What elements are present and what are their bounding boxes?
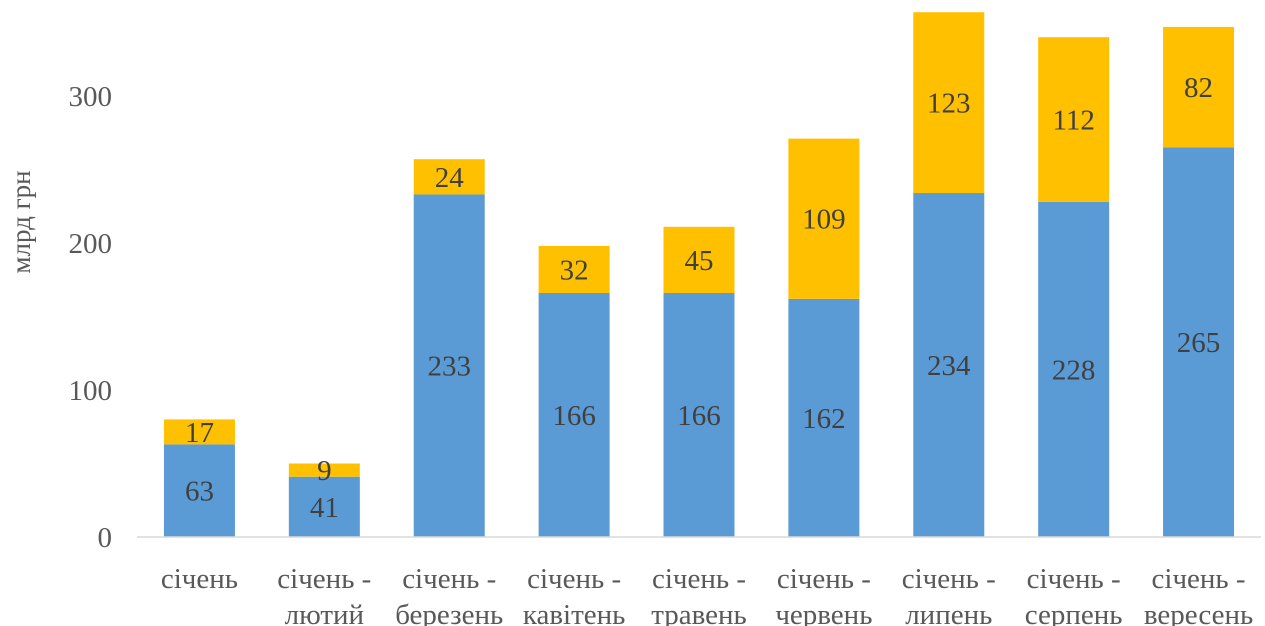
data-label: 24 — [435, 162, 465, 194]
bar-segment — [288, 476, 360, 537]
bar-segment — [913, 193, 985, 537]
data-label: 45 — [685, 245, 714, 277]
data-label: 17 — [185, 417, 214, 449]
x-tick-label: січень -липень — [902, 563, 996, 626]
bar-segment — [413, 159, 485, 195]
bar-segment — [913, 12, 985, 194]
x-tick-label: січень -червень — [775, 563, 872, 626]
x-tick-label: січень -лютий — [277, 563, 371, 626]
data-label: 112 — [1052, 105, 1094, 137]
x-tick-label: січень — [161, 563, 238, 595]
y-tick-label: 0 — [98, 522, 113, 554]
bar-segment — [1038, 201, 1110, 537]
x-tick-label: січень -травень — [651, 563, 747, 626]
y-tick-label: 200 — [69, 228, 113, 260]
data-label: 166 — [677, 400, 721, 432]
bar-segment — [413, 194, 485, 538]
bar-segment — [788, 298, 860, 537]
y-axis-ticks: 0 100 200 300 — [69, 81, 113, 554]
data-label: 63 — [185, 476, 214, 508]
y-tick-label: 100 — [69, 375, 113, 407]
data-label: 109 — [802, 204, 846, 236]
data-label: 265 — [1177, 327, 1221, 359]
bar-segment — [663, 226, 735, 293]
data-label: 234 — [927, 350, 971, 382]
y-tick-label: 300 — [69, 81, 113, 113]
x-tick-label: січень -кавітень — [523, 563, 626, 626]
data-label: 82 — [1184, 72, 1213, 104]
data-label: 228 — [1052, 354, 1096, 386]
bar-segment — [163, 419, 235, 445]
x-tick-label: січень -березень — [395, 563, 503, 626]
data-label: 166 — [552, 400, 596, 432]
y-axis-label: млрд грн — [6, 170, 36, 273]
bars: 63 17 41 9 233 24 166 32 166 45 162 109 234 123 228 112… — [163, 12, 1235, 538]
data-label: 162 — [802, 403, 846, 435]
bar-segment — [163, 444, 235, 537]
bar-segment — [663, 292, 735, 537]
data-label: 233 — [427, 351, 471, 383]
data-label: 123 — [927, 88, 971, 120]
data-label: 32 — [560, 254, 589, 286]
bar-segment — [1163, 147, 1235, 537]
bar-segment — [288, 463, 360, 477]
bar-segment — [1163, 26, 1235, 148]
data-label: 41 — [310, 492, 339, 524]
bar-segment — [788, 138, 860, 299]
bar-segment — [1038, 37, 1110, 202]
bar-segment — [538, 292, 610, 537]
x-tick-label: січень -серпень — [1025, 563, 1123, 626]
x-tick-label: січень -вересень — [1144, 563, 1253, 626]
x-axis-ticks: січень січень -лютий січень -березень січен… — [161, 563, 1253, 626]
data-label: 9 — [317, 455, 332, 487]
bar-segment — [538, 245, 610, 293]
